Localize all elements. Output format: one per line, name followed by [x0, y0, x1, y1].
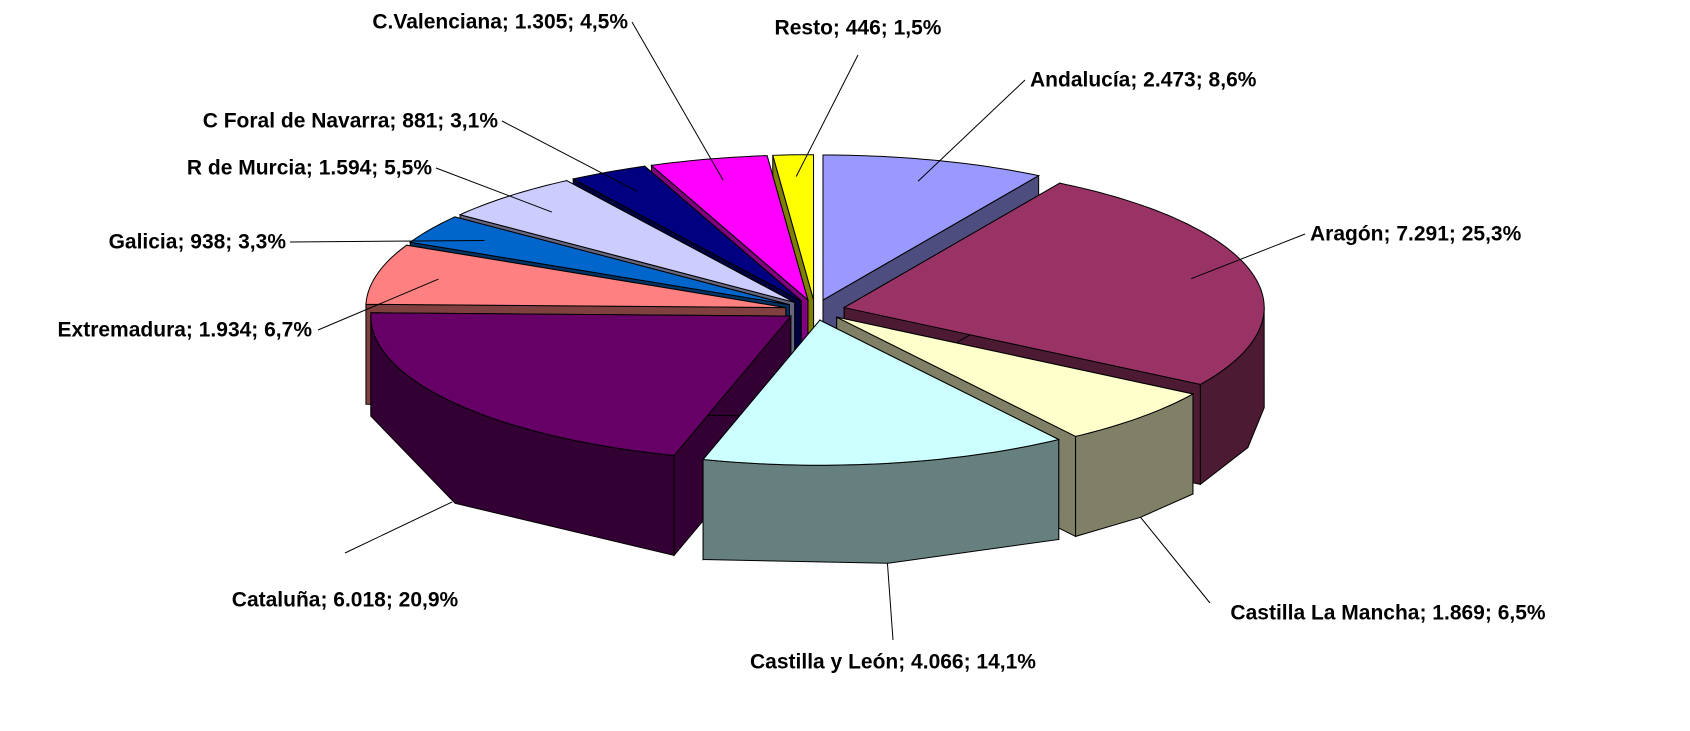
slice-top	[842, 182, 1265, 385]
slice-top	[702, 319, 1061, 466]
leader-line	[1140, 516, 1211, 604]
data-label: C Foral de Navarra; 881; 3,1%	[202, 109, 498, 133]
data-label: Galicia; 938; 3,3%	[108, 230, 286, 254]
slice-top	[571, 165, 802, 302]
leader-line	[289, 240, 485, 243]
data-label: Aragón; 7.291; 25,3%	[1310, 222, 1522, 246]
data-label: Andalucía; 2.473; 8,6%	[1030, 68, 1257, 92]
leader-line	[886, 563, 894, 641]
leader-line	[1191, 233, 1306, 280]
leader-line	[631, 21, 724, 181]
data-label: C.Valenciana; 1.305; 4,5%	[372, 10, 628, 34]
data-label: Castilla La Mancha; 1.869; 6,5%	[1230, 601, 1546, 625]
slice-top	[370, 312, 792, 456]
data-label: R de Murcia; 1.594; 5,5%	[186, 156, 432, 180]
leader-line	[344, 501, 453, 554]
slice-top	[836, 316, 1195, 437]
leader-line	[501, 120, 638, 192]
leader-line	[917, 79, 1026, 182]
slice-top	[408, 216, 790, 306]
slice-top	[822, 154, 1041, 301]
slice-top	[650, 155, 809, 302]
leader-line	[317, 278, 439, 331]
data-label: Cataluña; 6.018; 20,9%	[231, 588, 459, 612]
data-label: Extremadura; 1.934; 6,7%	[57, 318, 312, 342]
slice-top	[365, 244, 786, 309]
slice-top	[772, 154, 815, 300]
leader-line	[435, 167, 553, 213]
slice	[702, 318, 1061, 564]
leader-line	[795, 54, 859, 177]
data-label: Castilla y León; 4.066; 14,1%	[750, 650, 1036, 674]
data-label: Resto; 446; 1,5%	[774, 16, 942, 40]
